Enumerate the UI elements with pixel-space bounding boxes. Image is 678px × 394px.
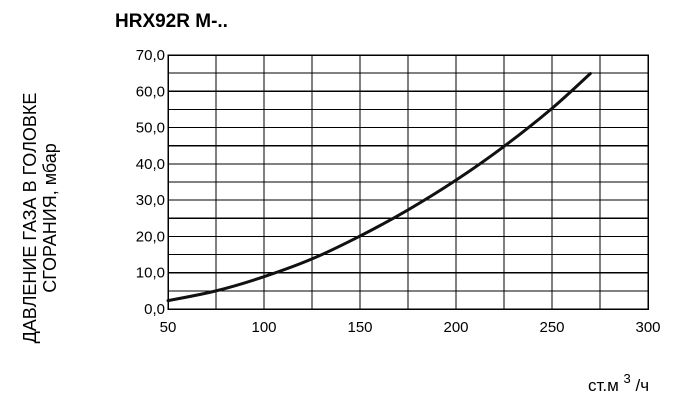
y-tick-label: 30,0 bbox=[136, 192, 165, 209]
x-tick-label: 300 bbox=[635, 319, 660, 336]
x-tick-labels: 50 100 150 200 250 300 bbox=[160, 319, 661, 336]
y-tick-label: 40,0 bbox=[136, 156, 165, 173]
x-unit-suffix: /ч bbox=[636, 376, 650, 394]
series-line bbox=[166, 72, 592, 303]
x-unit-superscript: 3 bbox=[624, 371, 631, 386]
y-tick-labels: 0,0 10,0 20,0 30,0 40,0 50,0 60,0 70,0 bbox=[136, 47, 165, 318]
y-tick-label: 10,0 bbox=[136, 265, 165, 282]
y-tick-label: 0,0 bbox=[144, 301, 165, 318]
y-tick-label: 20,0 bbox=[136, 228, 165, 245]
y-tick-label: 60,0 bbox=[136, 83, 165, 100]
grid bbox=[167, 54, 649, 310]
x-unit-base: ст.м bbox=[588, 376, 619, 394]
plot-frame bbox=[167, 54, 649, 310]
x-axis-unit-label: ст.м 3 /ч bbox=[588, 368, 649, 394]
chart-title: HRX92R M-.. bbox=[115, 11, 228, 32]
x-tick-label: 50 bbox=[160, 319, 177, 336]
y-axis-label: ДАВЛЕНИЕ ГАЗА В ГОЛОВКЕ СГОРАНИЯ, мбар bbox=[20, 93, 60, 344]
y-tick-label: 50,0 bbox=[136, 120, 165, 137]
y-tick-label: 70,0 bbox=[136, 47, 165, 64]
x-tick-label: 200 bbox=[443, 319, 468, 336]
x-tick-label: 100 bbox=[251, 319, 276, 336]
y-axis-label-line-1: ДАВЛЕНИЕ ГАЗА В ГОЛОВКЕ bbox=[20, 93, 40, 344]
x-tick-label: 250 bbox=[539, 319, 564, 336]
y-axis-label-line-2: СГОРАНИЯ, мбар bbox=[40, 143, 60, 293]
series-layer bbox=[166, 72, 592, 303]
x-tick-label: 150 bbox=[347, 319, 372, 336]
